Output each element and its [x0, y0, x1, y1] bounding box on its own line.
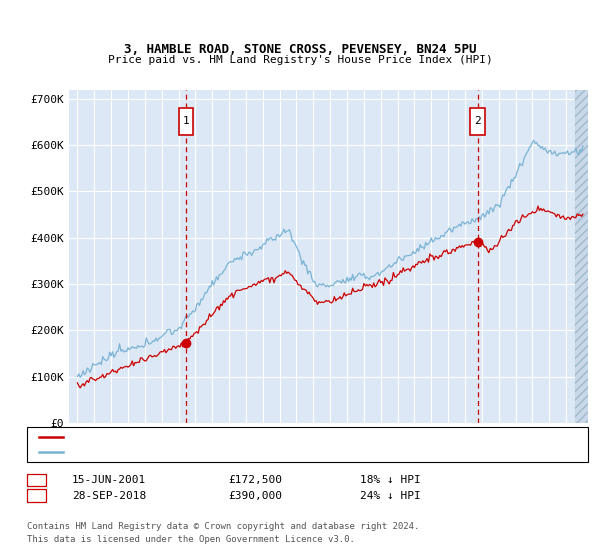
Text: £390,000: £390,000 — [228, 491, 282, 501]
Text: 28-SEP-2018: 28-SEP-2018 — [72, 491, 146, 501]
Text: 24% ↓ HPI: 24% ↓ HPI — [360, 491, 421, 501]
Text: £172,500: £172,500 — [228, 475, 282, 485]
Polygon shape — [575, 90, 588, 423]
Text: 1: 1 — [33, 475, 40, 485]
Text: Price paid vs. HM Land Registry's House Price Index (HPI): Price paid vs. HM Land Registry's House … — [107, 55, 493, 66]
Text: 18% ↓ HPI: 18% ↓ HPI — [360, 475, 421, 485]
Text: HPI: Average price, detached house, Wealden: HPI: Average price, detached house, Weal… — [69, 447, 322, 458]
Text: 3, HAMBLE ROAD, STONE CROSS, PEVENSEY, BN24 5PU (detached house): 3, HAMBLE ROAD, STONE CROSS, PEVENSEY, B… — [69, 432, 445, 442]
Text: 2: 2 — [474, 116, 481, 126]
Text: 2: 2 — [33, 491, 40, 501]
Text: 1: 1 — [183, 116, 190, 126]
Text: Contains HM Land Registry data © Crown copyright and database right 2024.
This d: Contains HM Land Registry data © Crown c… — [27, 522, 419, 544]
Text: 15-JUN-2001: 15-JUN-2001 — [72, 475, 146, 485]
Text: 3, HAMBLE ROAD, STONE CROSS, PEVENSEY, BN24 5PU: 3, HAMBLE ROAD, STONE CROSS, PEVENSEY, B… — [124, 43, 476, 56]
Bar — [470, 108, 485, 134]
Bar — [179, 108, 193, 134]
